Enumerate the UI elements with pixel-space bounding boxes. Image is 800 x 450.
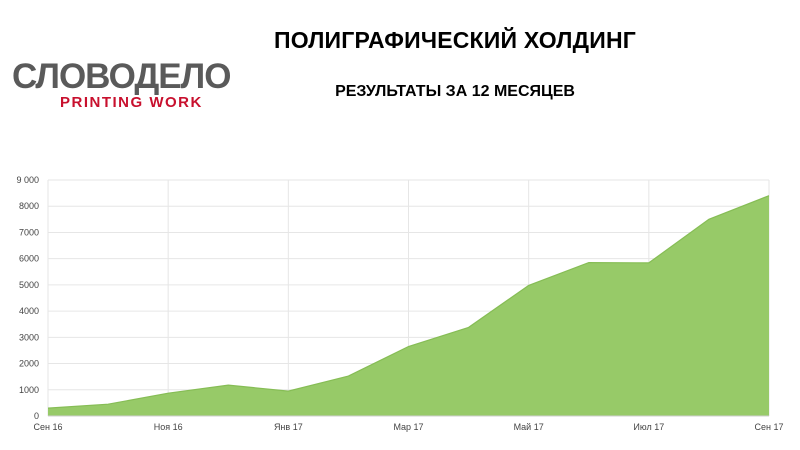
x-tick-label: Ноя 16 (154, 422, 183, 432)
page-subtitle: РЕЗУЛЬТАТЫ ЗА 12 МЕСЯЦЕВ (335, 83, 575, 100)
y-tick-label: 9 000 (16, 175, 39, 185)
x-tick-label: Июл 17 (633, 422, 664, 432)
x-tick-label: Мар 17 (393, 422, 423, 432)
y-tick-label: 0 (34, 411, 39, 421)
logo-sub-text: PRINTING WORK (60, 94, 203, 111)
y-tick-label: 2000 (19, 359, 39, 369)
x-tick-label: Май 17 (514, 422, 544, 432)
logo-main-text: СЛОВОДЕЛО (12, 57, 231, 96)
y-tick-label: 1000 (19, 385, 39, 395)
y-tick-label: 3000 (19, 332, 39, 342)
x-tick-label: Сен 16 (34, 422, 63, 432)
page-title: ПОЛИГРАФИЧЕСКИЙ ХОЛДИНГ (273, 27, 637, 53)
y-tick-label: 4000 (19, 306, 39, 316)
company-logo: СЛОВОДЕЛО PRINTING WORK (12, 58, 252, 114)
area-chart: 0 1000 2000 3000 4000 5000 6000 7000 8000 9 000 Се… (16, 175, 784, 432)
y-tick-label: 7000 (19, 227, 39, 237)
y-tick-label: 5000 (19, 280, 39, 290)
y-tick-label: 8000 (19, 201, 39, 211)
x-tick-label: Янв 17 (274, 422, 303, 432)
x-tick-label: Сен 17 (755, 422, 784, 432)
y-tick-label: 6000 (19, 254, 39, 264)
area-series (48, 195, 769, 416)
